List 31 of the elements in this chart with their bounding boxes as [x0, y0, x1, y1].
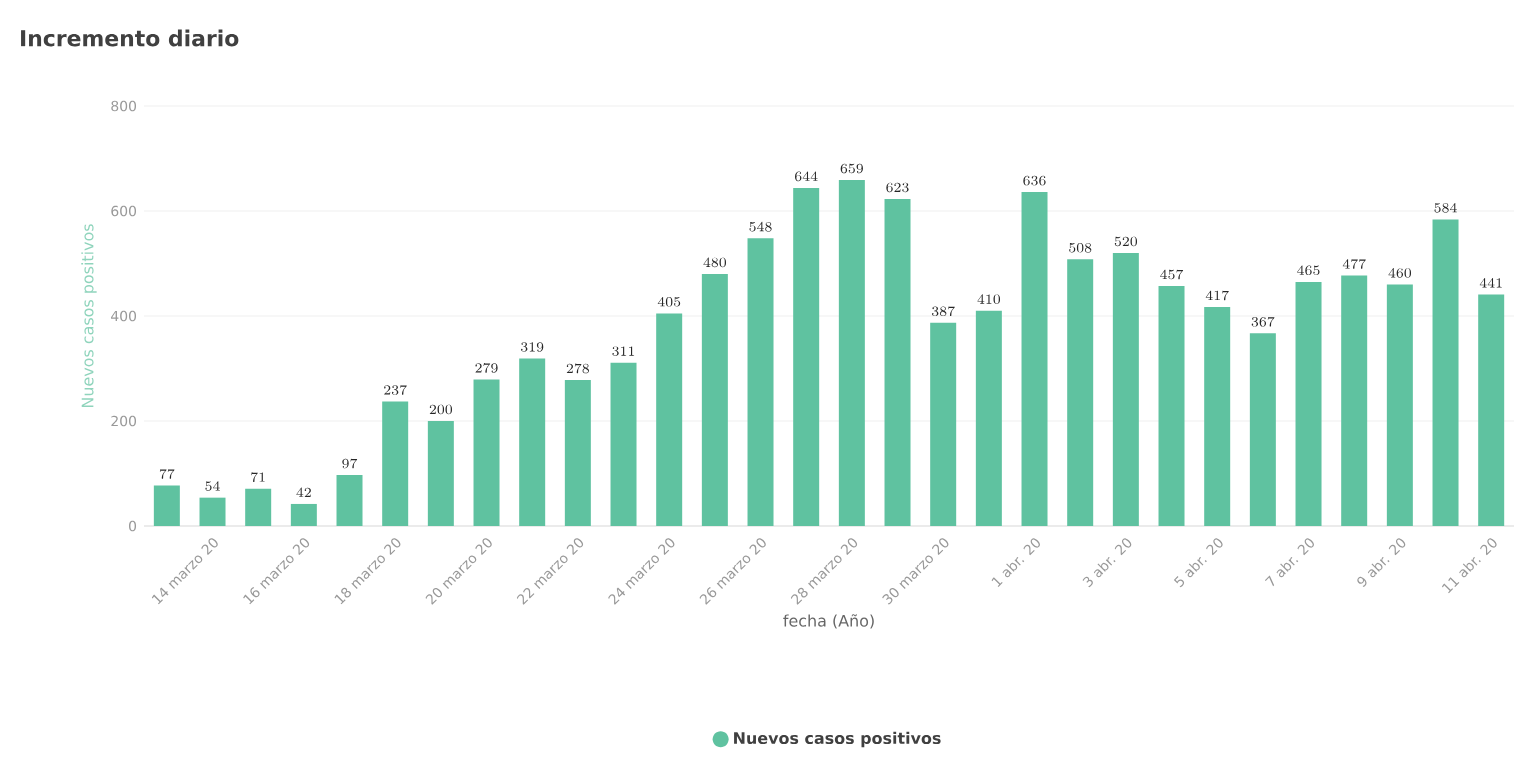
bar [1295, 281, 1322, 526]
bar [1341, 275, 1368, 526]
bar [701, 274, 728, 526]
bar [1478, 294, 1505, 526]
bar [1021, 192, 1048, 526]
bar [975, 310, 1002, 526]
bar [610, 362, 637, 526]
bar [1386, 284, 1413, 526]
bar [519, 358, 546, 526]
bar [336, 475, 363, 526]
bar [427, 421, 454, 526]
chart-title: Incremento diario [21, 29, 239, 47]
bar [747, 238, 774, 526]
bar [656, 313, 683, 526]
bar [1432, 219, 1459, 526]
bar [199, 497, 226, 526]
bar [473, 379, 500, 526]
bar [1204, 307, 1231, 526]
bar [1249, 333, 1276, 526]
bar [1112, 253, 1139, 526]
bar [290, 503, 317, 526]
bar [564, 380, 591, 526]
bar [153, 485, 180, 526]
bar [245, 488, 272, 526]
bar [1067, 259, 1094, 526]
bar [884, 198, 911, 526]
bar [1158, 286, 1185, 526]
bar [793, 187, 820, 526]
bar [838, 180, 865, 526]
bar [382, 401, 409, 526]
bar [930, 322, 957, 526]
